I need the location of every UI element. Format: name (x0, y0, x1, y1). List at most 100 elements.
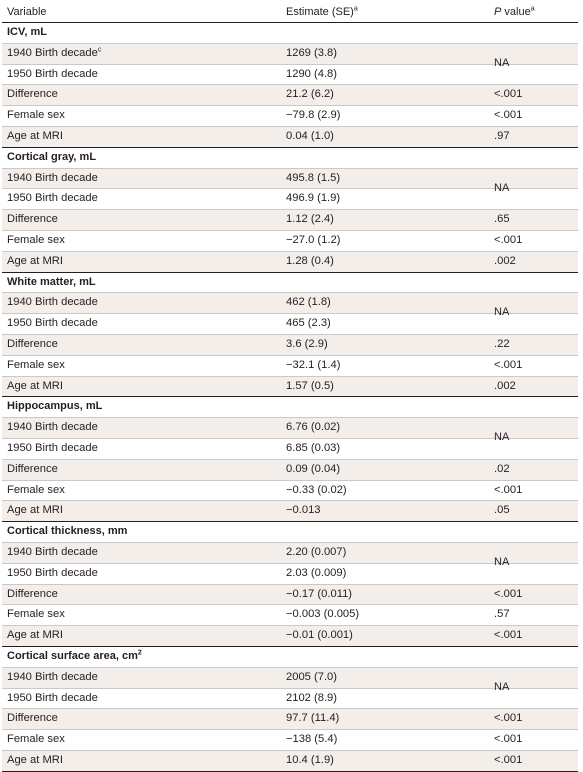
row-estimate: 1.12 (2.4) (286, 213, 334, 226)
row-label: Female sex (7, 106, 65, 126)
row-estimate: 6.85 (0.03) (286, 441, 341, 454)
row-estimate: 0.09 (0.04) (286, 462, 341, 475)
row-estimate: −0.003 (0.005) (286, 608, 360, 621)
row-pvalue: .02 (494, 462, 510, 475)
row-pvalue: <.001 (494, 753, 523, 766)
table-row: Female sex −32.1 (1.4) <.001 (2, 354, 578, 376)
table-row: Female sex −0.003 (0.005) .57 (2, 604, 578, 626)
section-header: White matter, mL (2, 271, 578, 293)
row-estimate: 0.04 (1.0) (286, 129, 334, 142)
row-label-text: Age at MRI (7, 254, 63, 267)
table-row: 1940 Birth decade 2.20 (0.007) (2, 541, 578, 563)
section-header: ICV, mL (2, 23, 578, 43)
table-row: Age at MRI 10.4 (1.9) <.001 (2, 749, 578, 771)
row-label: Age at MRI (7, 626, 63, 646)
row-label: Female sex (7, 481, 65, 501)
table-row: 1950 Birth decade 1290 (4.8) (2, 63, 578, 85)
section-title: Hippocampus, mL (7, 400, 103, 413)
section-rows: 1940 Birth decade 495.8 (1.5) 1950 Birth d… (2, 167, 578, 272)
row-label-text: Female sex (7, 483, 65, 496)
row-estimate: 465 (2.3) (286, 317, 331, 330)
row-pvalue: <.001 (494, 233, 523, 246)
row-label: 1950 Birth decade (7, 564, 98, 584)
header-pvalue-text: value (501, 6, 531, 18)
row-label: 1950 Birth decade (7, 314, 98, 334)
row-label: Difference (7, 335, 58, 355)
row-label-text: Female sex (7, 233, 65, 246)
row-label-text: 1950 Birth decade (7, 317, 98, 330)
table-row: 1950 Birth decade 6.85 (0.03) (2, 437, 578, 459)
row-label-text: Difference (7, 88, 58, 101)
row-label-text: 1950 Birth decade (7, 192, 98, 205)
row-label-text: Difference (7, 712, 58, 725)
row-label-text: Age at MRI (7, 504, 63, 517)
row-label: Difference (7, 709, 58, 729)
row-label-text: 1940 Birth decade (7, 171, 98, 184)
row-estimate: 496.9 (1.9) (286, 192, 341, 205)
row-estimate: 1290 (4.8) (286, 67, 337, 80)
row-estimate: 1.57 (0.5) (286, 379, 334, 392)
section-title: White matter, mL (7, 275, 96, 288)
row-label: 1940 Birth decade (7, 418, 98, 438)
row-label-footnote: c (97, 46, 102, 54)
section-header: Cortical surface area, cm2 (2, 645, 578, 667)
table-header: Variable Estimate (SE)a P valuea (2, 5, 578, 23)
section-rows: 1940 Birth decade 2005 (7.0) 1950 Birth de… (2, 666, 578, 771)
row-pvalue: <.001 (494, 629, 523, 642)
row-label: Female sex (7, 231, 65, 251)
row-label: 1950 Birth decade (7, 189, 98, 209)
row-label-text: Difference (7, 213, 58, 226)
section-header: Hippocampus, mL (2, 396, 578, 418)
row-estimate: −0.17 (0.011) (286, 587, 353, 600)
section-rows: 1940 Birth decadec 1269 (3.8) 1950 Birth d… (2, 42, 578, 147)
row-label-text: 1940 Birth decade (7, 670, 98, 683)
table-row: Female sex −0.33 (0.02) <.001 (2, 479, 578, 501)
row-pvalue: .002 (494, 379, 516, 392)
row-label: 1940 Birth decade (7, 668, 98, 688)
row-label: 1940 Birth decadec (7, 44, 101, 64)
section-title: Cortical surface area, cm (7, 649, 138, 662)
row-label: Female sex (7, 730, 65, 750)
row-pvalue: <.001 (494, 88, 523, 101)
section-title: Cortical thickness, mm (7, 525, 128, 538)
row-label-text: 1940 Birth decade (7, 46, 98, 59)
row-label: Female sex (7, 605, 65, 625)
row-estimate: −0.01 (0.001) (286, 629, 353, 642)
row-label-text: Female sex (7, 109, 65, 122)
table-row: Age at MRI 1.57 (0.5) .002 (2, 375, 578, 397)
table-row: Difference 21.2 (6.2) <.001 (2, 84, 578, 106)
row-estimate: 1.28 (0.4) (286, 254, 334, 267)
row-label: 1940 Birth decade (7, 543, 98, 563)
row-label: 1950 Birth decade (7, 439, 98, 459)
table-row: Difference 3.6 (2.9) .22 (2, 333, 578, 355)
row-estimate: −0.013 (286, 504, 321, 517)
results-table: Variable Estimate (SE)a P valuea ICV, mL… (2, 5, 578, 772)
row-pvalue: <.001 (494, 587, 523, 600)
row-label: 1950 Birth decade (7, 65, 98, 85)
row-label: 1940 Birth decade (7, 169, 98, 189)
row-label-text: 1940 Birth decade (7, 545, 98, 558)
row-pvalue: <.001 (494, 712, 523, 725)
table-row: 1940 Birth decadec 1269 (3.8) (2, 42, 578, 64)
table-row: Female sex −138 (5.4) <.001 (2, 729, 578, 750)
row-estimate: 495.8 (1.5) (286, 171, 341, 184)
row-label-text: 1950 Birth decade (7, 691, 98, 704)
row-estimate: 462 (1.8) (286, 296, 331, 309)
table-row: Difference −0.17 (0.011) <.001 (2, 583, 578, 605)
section-header: Cortical thickness, mm (2, 521, 578, 542)
row-label: 1940 Birth decade (7, 293, 98, 313)
row-label-text: Female sex (7, 608, 65, 621)
row-pvalue-na: NA (494, 555, 510, 568)
row-label: 1950 Birth decade (7, 689, 98, 709)
row-label-text: Age at MRI (7, 379, 63, 392)
row-pvalue-na: NA (494, 306, 510, 319)
header-pvalue: P valuea (494, 5, 535, 18)
row-label-text: Female sex (7, 358, 65, 371)
row-estimate: 2.03 (0.009) (286, 566, 347, 579)
row-estimate: −0.33 (0.02) (286, 483, 347, 496)
table-row: 1940 Birth decade 462 (1.8) (2, 292, 578, 314)
row-pvalue: .65 (494, 213, 510, 226)
table-row: 1940 Birth decade 6.76 (0.02) (2, 417, 578, 438)
table-row: Age at MRI 0.04 (1.0) .97 (2, 125, 578, 147)
section-rows: 1940 Birth decade 2.20 (0.007) 1950 Birth … (2, 541, 578, 646)
